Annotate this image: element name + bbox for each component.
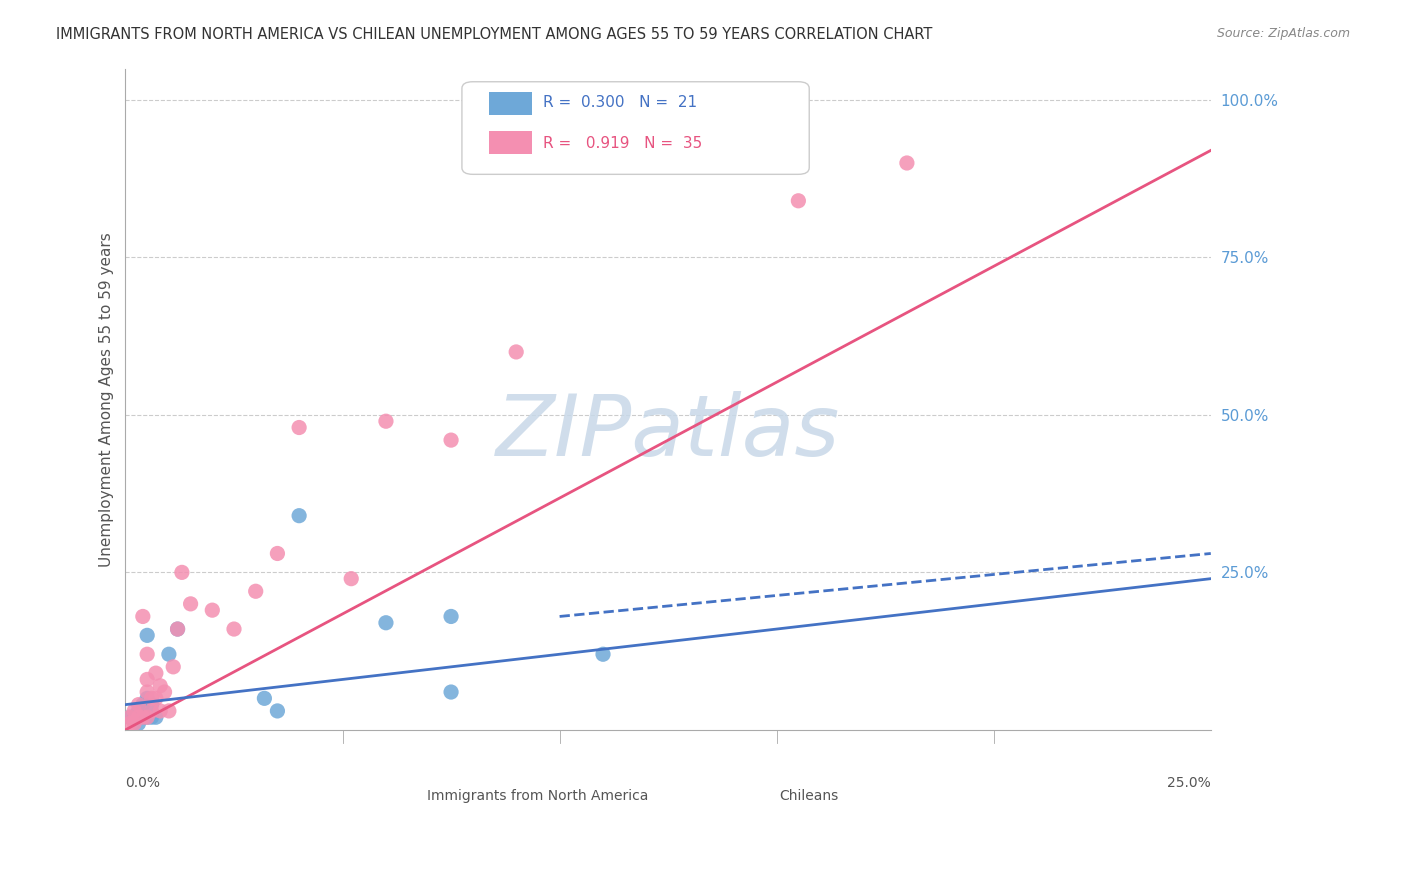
FancyBboxPatch shape <box>463 82 810 174</box>
Point <box>896 156 918 170</box>
Point <box>132 710 155 724</box>
Text: Immigrants from North America: Immigrants from North America <box>427 789 648 804</box>
FancyBboxPatch shape <box>489 92 533 115</box>
Point <box>153 685 176 699</box>
Text: Chileans: Chileans <box>779 789 839 804</box>
Text: 0.0%: 0.0% <box>125 776 160 790</box>
Point <box>122 716 145 731</box>
Point <box>245 584 267 599</box>
Point <box>157 647 180 661</box>
Text: IMMIGRANTS FROM NORTH AMERICA VS CHILEAN UNEMPLOYMENT AMONG AGES 55 TO 59 YEARS : IMMIGRANTS FROM NORTH AMERICA VS CHILEAN… <box>56 27 932 42</box>
Point <box>440 433 463 447</box>
Point <box>149 704 172 718</box>
Point <box>222 622 245 636</box>
Text: R =   0.919   N =  35: R = 0.919 N = 35 <box>543 136 703 151</box>
Point <box>122 710 145 724</box>
Point <box>787 194 810 208</box>
Point <box>288 508 311 523</box>
Point <box>122 704 145 718</box>
Point <box>141 691 163 706</box>
Point <box>118 710 141 724</box>
Point <box>440 685 463 699</box>
FancyBboxPatch shape <box>391 780 419 793</box>
Point <box>118 716 141 731</box>
Point <box>266 704 288 718</box>
Point <box>132 698 155 712</box>
Point <box>592 647 614 661</box>
Point <box>136 685 159 699</box>
Point <box>141 710 163 724</box>
Text: 25.0%: 25.0% <box>1167 776 1211 790</box>
Point <box>141 698 163 712</box>
Point <box>118 710 141 724</box>
Point <box>136 647 159 661</box>
Point <box>136 710 159 724</box>
Point <box>340 572 363 586</box>
Point <box>149 679 172 693</box>
Point <box>128 698 150 712</box>
Point <box>440 609 463 624</box>
Point <box>166 622 188 636</box>
Point <box>136 673 159 687</box>
Point <box>128 716 150 731</box>
Point <box>132 710 155 724</box>
Point <box>375 615 398 630</box>
Point <box>180 597 202 611</box>
Point <box>136 628 159 642</box>
Point <box>145 710 167 724</box>
Point <box>253 691 276 706</box>
Point <box>266 546 288 560</box>
Point <box>132 609 155 624</box>
Point <box>505 345 527 359</box>
Point <box>157 704 180 718</box>
Point <box>128 704 150 718</box>
Point <box>141 704 163 718</box>
Point <box>162 660 184 674</box>
Point <box>288 420 311 434</box>
Point <box>128 710 150 724</box>
FancyBboxPatch shape <box>489 131 533 154</box>
Text: Source: ZipAtlas.com: Source: ZipAtlas.com <box>1216 27 1350 40</box>
Point <box>145 691 167 706</box>
Point <box>136 691 159 706</box>
FancyBboxPatch shape <box>772 780 799 793</box>
Point <box>201 603 224 617</box>
Point <box>375 414 398 428</box>
Y-axis label: Unemployment Among Ages 55 to 59 years: Unemployment Among Ages 55 to 59 years <box>100 232 114 566</box>
Point <box>136 710 159 724</box>
Point <box>145 666 167 681</box>
Text: R =  0.300   N =  21: R = 0.300 N = 21 <box>543 95 697 111</box>
Text: ZIPatlas: ZIPatlas <box>496 391 841 474</box>
Point <box>166 622 188 636</box>
Point <box>170 566 193 580</box>
